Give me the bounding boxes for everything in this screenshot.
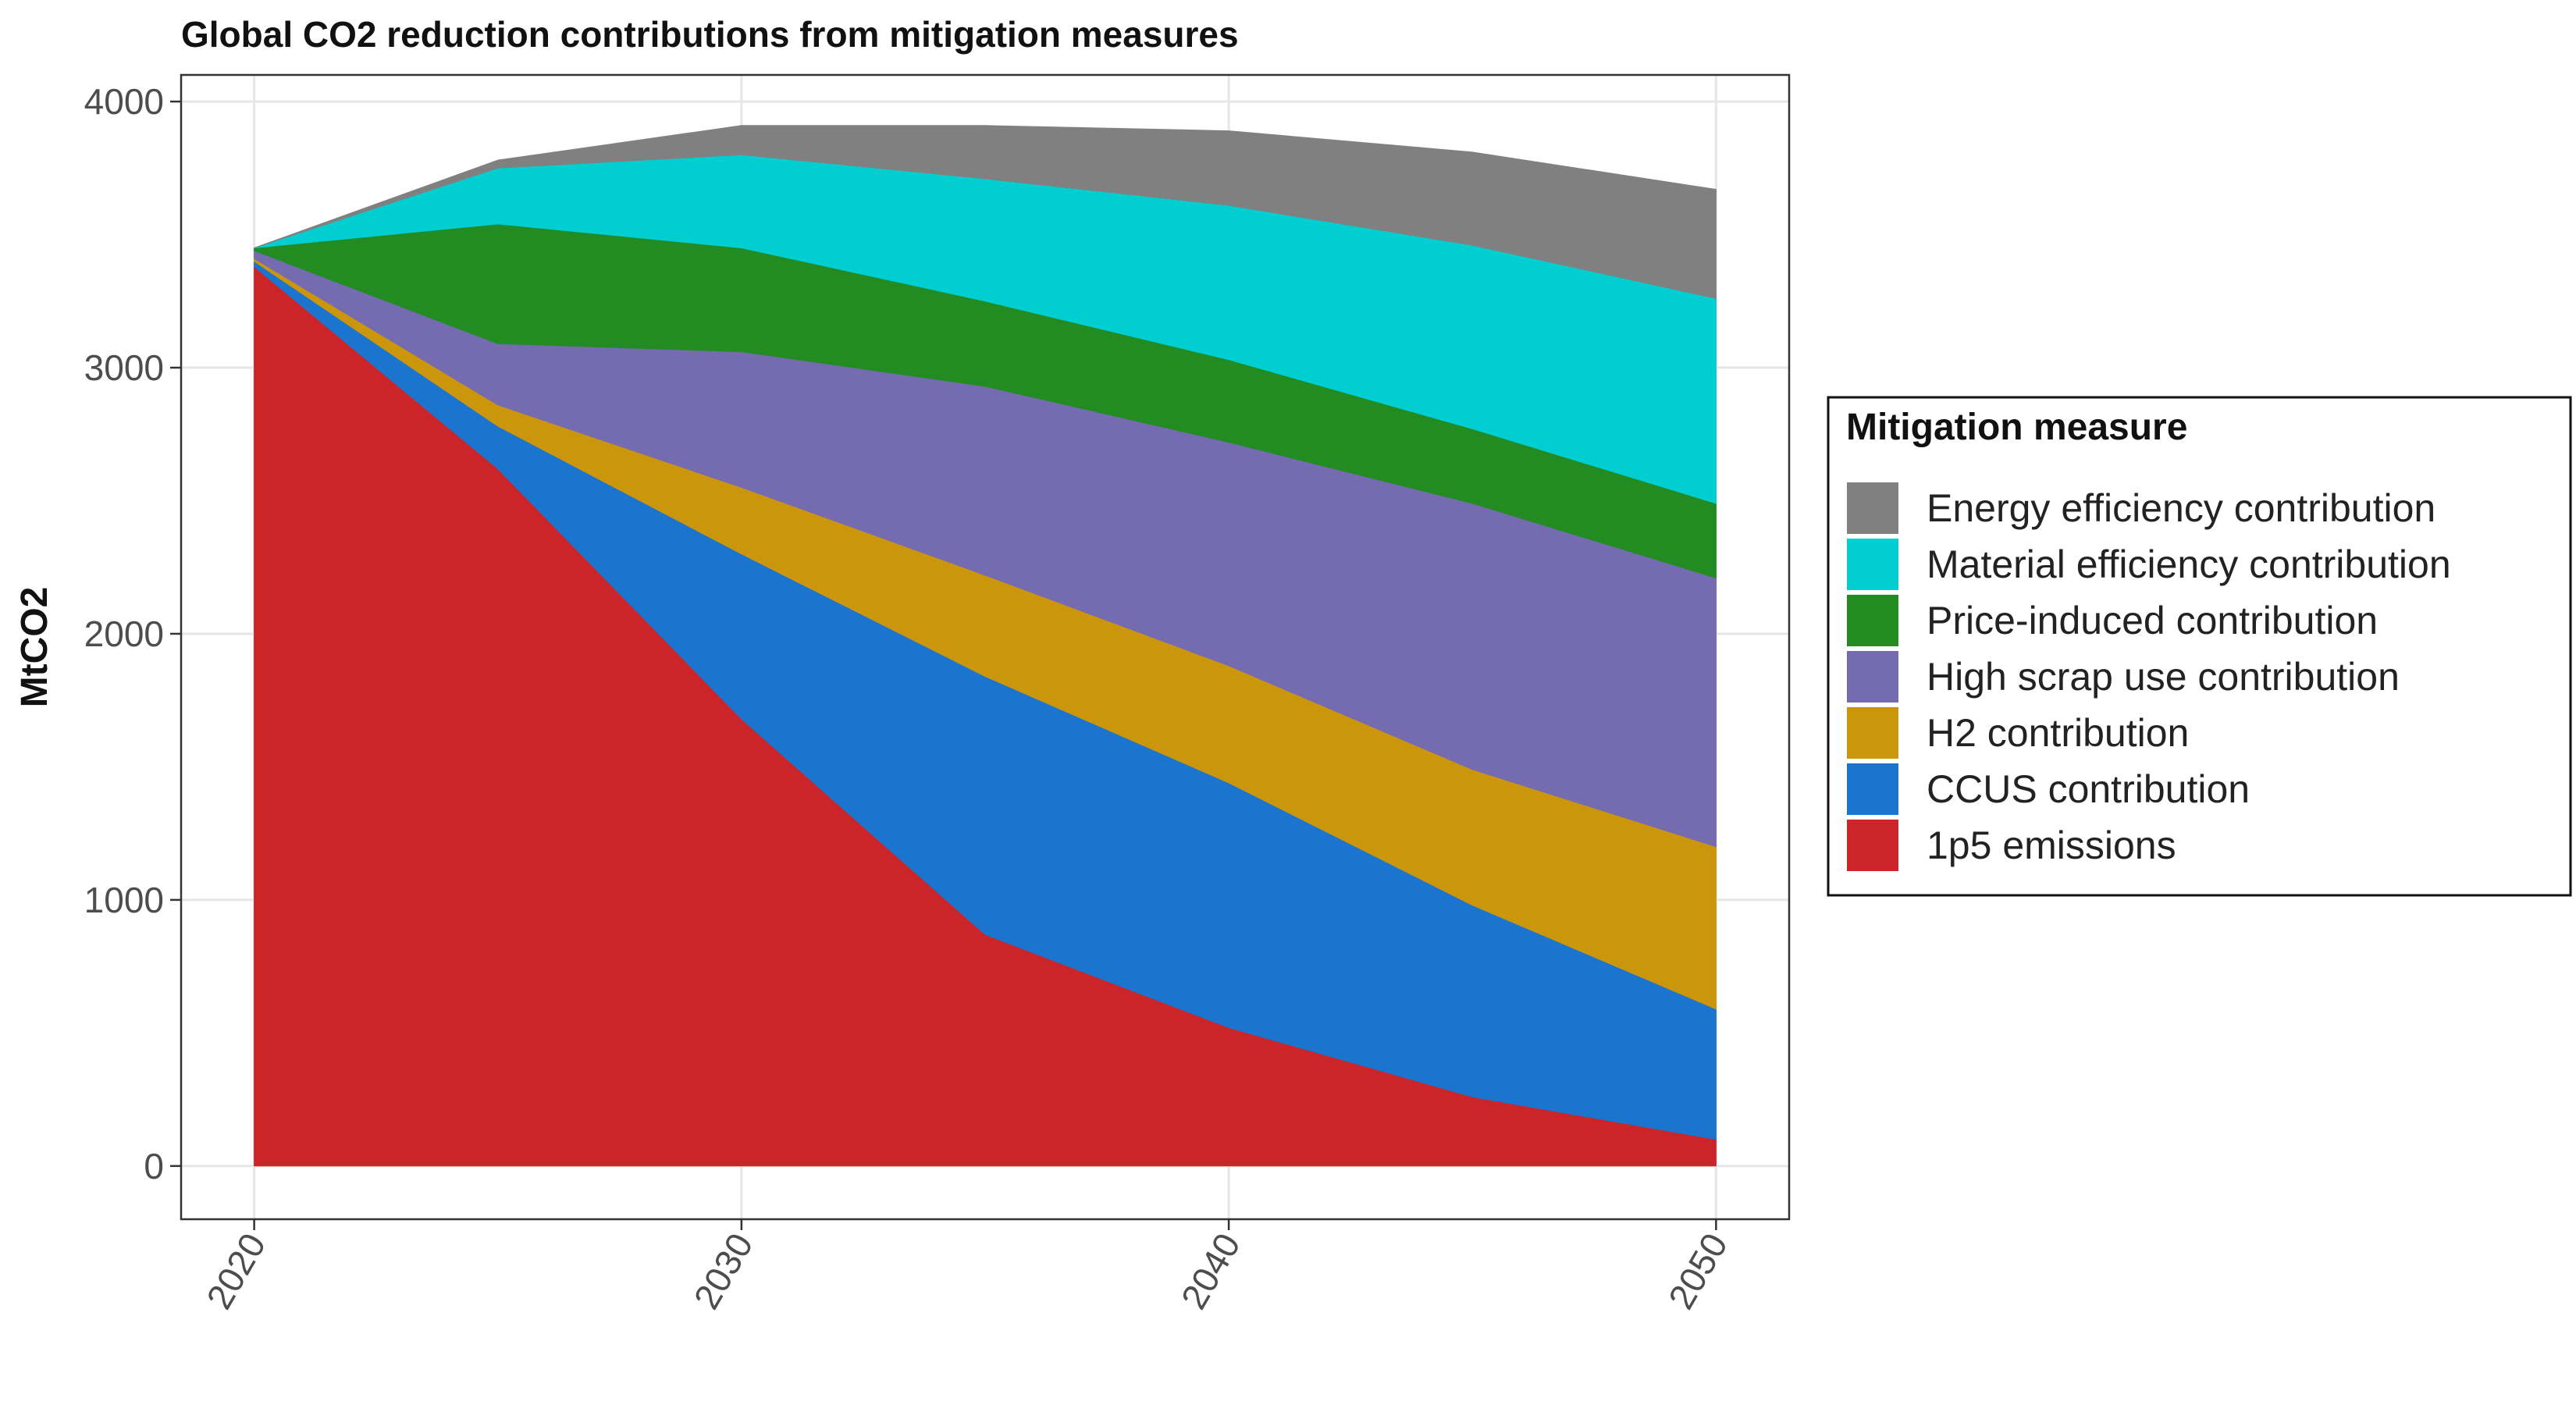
legend-key-5: [1847, 595, 1898, 646]
chart-title: Global CO2 reduction contributions from …: [181, 14, 1239, 55]
legend-key-4: [1847, 651, 1898, 702]
legend-label-4: High scrap use contribution: [1927, 655, 2400, 699]
legend-items: Energy efficiency contribution Material e…: [1847, 482, 2451, 871]
legend-key-6: [1847, 539, 1898, 590]
x-tick-label-2020: 2020: [198, 1226, 273, 1316]
legend-box: [1827, 396, 2572, 897]
legend-label-5: Price-induced contribution: [1927, 599, 2378, 642]
legend-key-2: [1847, 763, 1898, 815]
legend-label-6: Material efficiency contribution: [1927, 542, 2451, 586]
y-tick-label-0: 0: [144, 1146, 164, 1186]
legend: Mitigation measure Energy efficiency con…: [1827, 396, 2572, 897]
x-tick-label-2050: 2050: [1660, 1226, 1735, 1316]
legend-title: Mitigation measure: [1846, 407, 2187, 448]
legend-key-3: [1847, 707, 1898, 759]
legend-label-2: CCUS contribution: [1927, 767, 2250, 811]
y-tick-label-4000: 4000: [84, 81, 164, 122]
legend-label-7: Energy efficiency contribution: [1927, 486, 2435, 530]
legend-key-7: [1847, 482, 1898, 534]
legend-label-3: H2 contribution: [1927, 711, 2189, 755]
y-tick-label-3000: 3000: [84, 347, 164, 388]
y-tick-label-1000: 1000: [84, 880, 164, 920]
legend-label-1: 1p5 emissions: [1927, 823, 2176, 867]
plot-border: [180, 73, 1791, 1221]
y-tick-label-2000: 2000: [84, 614, 164, 654]
area-series-7: [254, 125, 1717, 300]
x-tick-label-2030: 2030: [685, 1226, 760, 1316]
legend-key-1: [1847, 820, 1898, 871]
y-axis-title: MtCO2: [14, 587, 55, 708]
stacked-areas: [254, 125, 1717, 1167]
x-tick-label-2040: 2040: [1173, 1226, 1248, 1316]
